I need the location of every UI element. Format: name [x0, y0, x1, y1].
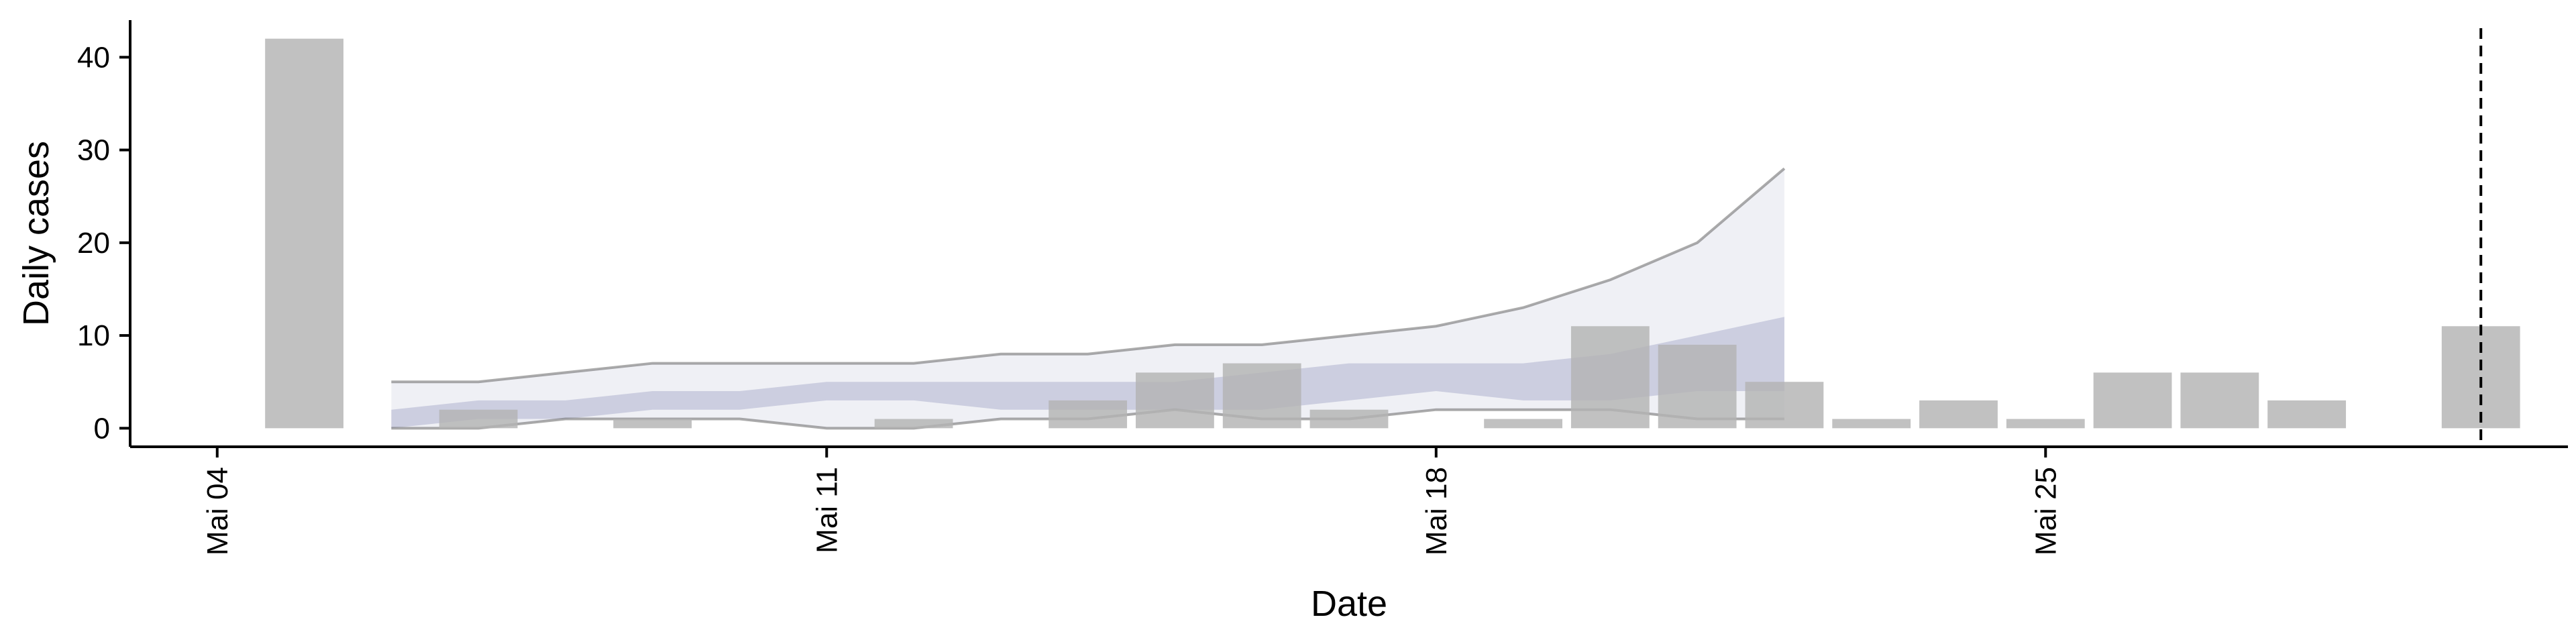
bar-2020-05-15 [1136, 372, 1214, 429]
y-tick-label-40: 40 [77, 41, 110, 74]
bar-2020-05-14 [1049, 400, 1128, 429]
bar-2020-05-07 [439, 409, 518, 429]
bar-2020-05-22 [1745, 382, 1824, 429]
bar-2020-05-19 [1484, 419, 1562, 429]
y-tick-label-0: 0 [94, 412, 110, 445]
bar-2020-05-28 [2267, 400, 2347, 429]
bar-2020-05-05 [265, 38, 343, 429]
bar-2020-05-12 [874, 419, 953, 429]
outer-interval-band [391, 168, 1784, 429]
bar-2020-05-17 [1309, 409, 1389, 429]
bar-2020-05-26 [2093, 372, 2172, 429]
bar-2020-05-20 [1570, 326, 1650, 429]
outer-upper-line [391, 167, 1786, 384]
bar-2020-05-16 [1222, 363, 1301, 429]
bar-2020-05-25 [2006, 419, 2085, 429]
x-tick-label-2020-05-04: Mai 04 [201, 467, 234, 555]
x-tick-label-2020-05-11: Mai 11 [810, 467, 843, 553]
bar-2020-05-21 [1658, 344, 1737, 429]
observed-bars [265, 38, 2520, 429]
bar-2020-05-23 [1832, 419, 1911, 429]
axes: 0 10 20 30 40 Mai 04 Mai 11 Mai 18 Mai 25 [77, 20, 2568, 555]
x-tick-label-2020-05-25: Mai 25 [2029, 467, 2062, 555]
bar-2020-05-24 [1919, 400, 1998, 429]
y-tick-label-10: 10 [77, 319, 110, 352]
y-axis-title: Daily cases [16, 141, 56, 326]
bar-2020-05-27 [2180, 372, 2259, 429]
y-tick-label-20: 20 [77, 227, 110, 260]
x-axis-title: Date [1311, 584, 1387, 624]
x-tick-label-2020-05-18: Mai 18 [1420, 467, 1453, 555]
y-tick-label-30: 30 [77, 134, 110, 167]
inner-interval-band [391, 317, 1784, 429]
bar-2020-05-09 [613, 419, 692, 429]
